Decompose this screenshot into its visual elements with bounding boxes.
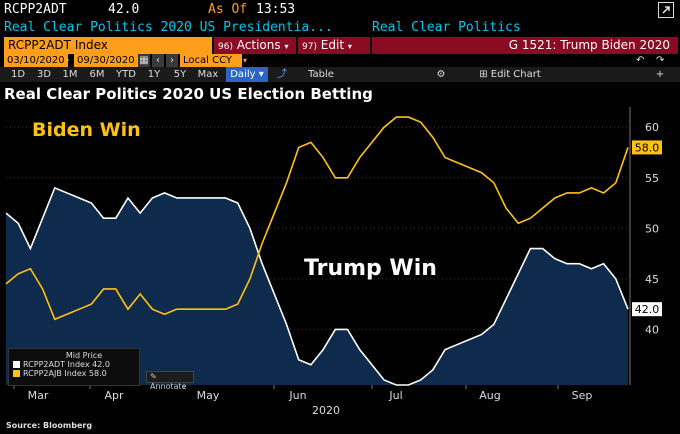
- period-5y[interactable]: 5Y: [173, 69, 187, 80]
- chart-fill: [6, 187, 628, 385]
- swatch-icon: [13, 361, 20, 368]
- source-name: Real Clear Politics: [372, 20, 521, 35]
- y-tick-label: 60: [645, 121, 659, 134]
- settings-icon[interactable]: ⚙: [436, 69, 446, 80]
- chevron-right-icon[interactable]: ›: [166, 54, 178, 67]
- description-bar: Real Clear Politics 2020 US Presidentia.…: [0, 19, 680, 36]
- annotate-button[interactable]: ✎ Annotate: [146, 371, 194, 391]
- trump-annotation: Trump Win: [304, 256, 437, 281]
- table-tab[interactable]: Table: [308, 69, 334, 80]
- x-tick-label: Apr: [104, 389, 124, 402]
- chevron-down-icon: ▾: [258, 69, 264, 80]
- currency-select[interactable]: Local CCY: [180, 54, 242, 67]
- line-chart: 40 45 50 55 60 Mar Apr May Jun Jul Aug Sep 2020 58.…: [5, 107, 662, 417]
- command-toolbar: RCPP2ADT Index 96) Actions ▾ 97) Edit ▾ …: [0, 37, 680, 54]
- biden-series-line: [5, 116, 629, 321]
- undo-icon[interactable]: ↶: [636, 55, 645, 66]
- chevron-down-icon: ▾: [284, 42, 289, 51]
- chevron-left-icon[interactable]: ‹: [152, 54, 164, 67]
- end-date-field[interactable]: 09/30/2020: [74, 54, 138, 67]
- biden-annotation: Biden Win: [32, 119, 141, 141]
- as-of-time: 13:53: [256, 2, 296, 17]
- legend-item-trump: RCPP2ADT Index 42.0: [13, 360, 135, 369]
- x-tick-label: May: [197, 389, 220, 402]
- period-1m[interactable]: 1M: [62, 69, 78, 80]
- window-icon[interactable]: [658, 2, 674, 18]
- source-note: Source: Bloomberg: [6, 421, 93, 430]
- header-bar: RCPP2ADT 42.0 As Of 13:53: [0, 0, 680, 19]
- legend-header: Mid Price: [65, 351, 103, 360]
- trump-area-fill: [6, 187, 628, 385]
- chart-legend: Mid Price RCPP2ADT Index 42.0 RCPP2AJB I…: [8, 348, 140, 386]
- x-tick-label: Aug: [479, 389, 500, 402]
- x-axis: Mar Apr May Jun Jul Aug Sep 2020: [13, 385, 593, 417]
- period-1y[interactable]: 1Y: [147, 69, 161, 80]
- period-toolbar: 1D 3D 1M 6M YTD 1Y 5Y Max Daily ▾ ⤴ Tabl…: [0, 67, 680, 82]
- page-title: Real Clear Politics 2020 US Election Bet…: [4, 85, 373, 103]
- last-value-badge: [632, 302, 662, 317]
- x-tick-label: Sep: [572, 389, 593, 402]
- chart-name-field: G 1521: Trump Biden 2020: [372, 37, 678, 54]
- line-chart-icon[interactable]: ⤴: [277, 69, 287, 80]
- pencil-icon: ✎: [150, 372, 157, 381]
- period-ytd[interactable]: YTD: [116, 69, 136, 80]
- chevron-down-icon: ▾: [347, 42, 352, 51]
- edit-menu[interactable]: 97) Edit ▾: [298, 37, 370, 54]
- as-of-label: As Of: [208, 2, 248, 17]
- chart-lines: [5, 116, 629, 386]
- period-6m[interactable]: 6M: [89, 69, 105, 80]
- security-description: Real Clear Politics 2020 US Presidentia.…: [4, 20, 333, 35]
- chevron-down-icon[interactable]: ▾: [243, 56, 248, 65]
- security-field[interactable]: RCPP2ADT Index: [4, 37, 212, 54]
- legend-item-biden: RCPP2AJB Index 58.0: [13, 369, 135, 378]
- start-date-field[interactable]: 03/10/2020: [4, 54, 68, 67]
- y-tick-label: 40: [645, 323, 659, 336]
- y-tick-label: 45: [645, 273, 659, 286]
- last-value: 42.0: [108, 2, 140, 17]
- x-tick-label: Jun: [288, 389, 306, 402]
- add-icon[interactable]: +: [655, 69, 665, 80]
- edit-chart-button[interactable]: ⊞ Edit Chart: [479, 69, 541, 80]
- actions-menu[interactable]: 96) Actions ▾: [214, 37, 296, 54]
- ticker-label: RCPP2ADT: [4, 2, 67, 17]
- y-axis: 40 45 50 55 60: [629, 107, 659, 385]
- x-year-label: 2020: [312, 404, 340, 417]
- last-value-text: 42.0: [635, 303, 660, 316]
- redo-icon[interactable]: ↷: [656, 55, 665, 66]
- frequency-select[interactable]: Daily ▾: [226, 67, 268, 82]
- calendar-icon[interactable]: ▦: [138, 54, 150, 67]
- swatch-icon: [13, 370, 20, 377]
- last-value-text: 58.0: [635, 141, 660, 154]
- y-tick-label: 55: [645, 172, 659, 185]
- period-max[interactable]: Max: [197, 69, 219, 80]
- x-tick-label: Jul: [388, 389, 402, 402]
- trump-series-line: [5, 186, 629, 386]
- last-value-labels: 58.0 42.0: [632, 140, 662, 317]
- y-tick-label: 50: [645, 222, 659, 235]
- period-1d[interactable]: 1D: [10, 69, 26, 80]
- x-tick-label: Mar: [28, 389, 49, 402]
- last-value-badge: [632, 140, 662, 155]
- period-3d[interactable]: 3D: [36, 69, 52, 80]
- grid-icon: ⊞: [479, 69, 488, 80]
- date-toolbar: 03/10/2020 - 09/30/2020 ▦ ‹ › Local CCY …: [0, 54, 680, 67]
